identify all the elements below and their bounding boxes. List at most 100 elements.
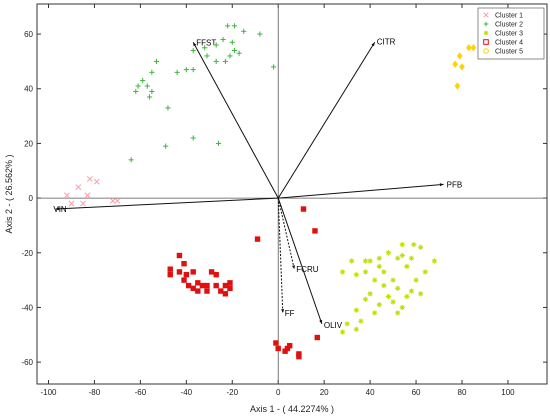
y-tick-label: -60 bbox=[21, 358, 33, 367]
point-cluster-4 bbox=[208, 269, 215, 275]
y-tick-label: 0 bbox=[29, 194, 34, 203]
y-axis-title: Axis 2 - ( 26.562% ) bbox=[4, 154, 14, 233]
y-axis-ticks: -60 -40 -20 0 20 40 60 bbox=[21, 30, 547, 367]
point-cluster-3 bbox=[362, 258, 369, 264]
x-tick-label: -80 bbox=[89, 388, 101, 397]
point-cluster-3 bbox=[385, 293, 392, 300]
legend-label-1: Cluster 1 bbox=[495, 13, 523, 20]
legend: Cluster 1 Cluster 2 Cluster 3 Cluster 4 Clus… bbox=[477, 7, 545, 60]
x-tick-label: -40 bbox=[181, 388, 193, 397]
point-cluster-5 bbox=[454, 82, 461, 90]
point-cluster-2 bbox=[144, 83, 150, 89]
variable-vectors: FFST CITR PFB VIN FCRU FF OLIV bbox=[53, 37, 462, 330]
legend-marker-1 bbox=[483, 12, 489, 18]
point-cluster-1 bbox=[114, 197, 121, 204]
y-tick-label: 40 bbox=[24, 85, 33, 94]
point-cluster-4 bbox=[222, 291, 229, 297]
point-cluster-3 bbox=[413, 277, 419, 283]
point-cluster-3 bbox=[339, 329, 346, 335]
point-cluster-3 bbox=[381, 282, 387, 289]
vector-arrowhead bbox=[281, 309, 285, 313]
point-cluster-3 bbox=[404, 263, 410, 270]
point-cluster-3 bbox=[385, 250, 392, 256]
point-cluster-2 bbox=[231, 47, 238, 54]
vector-arrowhead bbox=[439, 183, 444, 187]
point-cluster-1 bbox=[79, 200, 86, 207]
point-cluster-2 bbox=[222, 58, 228, 65]
point-cluster-2 bbox=[149, 88, 155, 95]
point-cluster-2 bbox=[165, 105, 171, 111]
point-cluster-4 bbox=[199, 282, 206, 289]
point-cluster-2 bbox=[202, 45, 208, 51]
point-cluster-4 bbox=[195, 288, 201, 294]
point-cluster-1 bbox=[84, 192, 91, 199]
point-cluster-4 bbox=[254, 236, 261, 242]
vector-oliv bbox=[277, 197, 323, 325]
point-cluster-3 bbox=[411, 241, 417, 248]
vector-arrowhead bbox=[319, 319, 323, 324]
legend-marker-3 bbox=[483, 30, 489, 36]
point-cluster-3 bbox=[418, 244, 424, 250]
point-cluster-3 bbox=[344, 321, 350, 327]
point-cluster-3 bbox=[381, 269, 387, 275]
point-cluster-4 bbox=[167, 271, 173, 278]
vector-label-fcru: FCRU bbox=[296, 265, 318, 274]
point-cluster-4 bbox=[176, 269, 183, 275]
point-cluster-3 bbox=[395, 285, 401, 291]
point-cluster-2 bbox=[225, 23, 231, 29]
point-cluster-3 bbox=[349, 258, 355, 264]
point-cluster-2 bbox=[215, 140, 222, 147]
point-cluster-4 bbox=[273, 340, 279, 346]
point-cluster-2 bbox=[146, 94, 153, 100]
point-cluster-3 bbox=[390, 299, 396, 305]
point-cluster-3 bbox=[362, 269, 369, 275]
legend-label-5: Cluster 5 bbox=[495, 49, 523, 56]
vector-label-pfb: PFB bbox=[447, 180, 463, 189]
vector-fcru bbox=[277, 197, 295, 270]
point-cluster-2 bbox=[220, 36, 226, 43]
y-tick-label: -20 bbox=[21, 249, 33, 258]
point-cluster-4 bbox=[222, 282, 229, 289]
point-cluster-2 bbox=[229, 39, 235, 45]
point-cluster-4 bbox=[183, 271, 190, 278]
legend-marker-4 bbox=[483, 39, 489, 45]
point-cluster-4 bbox=[181, 277, 187, 283]
x-tick-label: 20 bbox=[320, 388, 329, 397]
point-cluster-1 bbox=[75, 184, 82, 191]
point-cluster-3 bbox=[408, 255, 415, 261]
point-cluster-4 bbox=[300, 206, 307, 212]
point-cluster-3 bbox=[367, 258, 373, 264]
point-cluster-2 bbox=[190, 135, 196, 141]
point-cluster-5 bbox=[452, 60, 458, 68]
point-cluster-3 bbox=[408, 288, 415, 294]
point-cluster-4 bbox=[312, 228, 318, 234]
point-cluster-4 bbox=[181, 261, 187, 267]
vector-arrowhead bbox=[55, 207, 60, 211]
point-cluster-3 bbox=[399, 252, 405, 259]
point-cluster-3 bbox=[367, 291, 373, 297]
point-cluster-3 bbox=[362, 296, 369, 302]
point-cluster-3 bbox=[418, 291, 424, 297]
vector-label-ffst: FFST bbox=[196, 38, 216, 47]
point-cluster-4 bbox=[296, 353, 302, 360]
point-cluster-2 bbox=[135, 83, 141, 89]
point-cluster-2 bbox=[236, 50, 242, 56]
point-cluster-5 bbox=[459, 63, 465, 71]
x-tick-label: -100 bbox=[40, 388, 57, 397]
point-cluster-2 bbox=[128, 157, 134, 163]
point-cluster-1 bbox=[86, 176, 93, 182]
legend-marker-2 bbox=[483, 21, 489, 27]
point-cluster-4 bbox=[227, 280, 233, 286]
point-cluster-5 bbox=[466, 44, 472, 52]
point-cluster-4 bbox=[213, 271, 219, 278]
point-cluster-3 bbox=[422, 269, 428, 275]
vector-label-citr: CITR bbox=[377, 37, 396, 46]
point-cluster-4 bbox=[213, 282, 219, 289]
point-cluster-3 bbox=[376, 255, 382, 261]
point-cluster-2 bbox=[149, 69, 155, 75]
vector-pfb bbox=[278, 183, 444, 199]
point-cluster-4 bbox=[190, 285, 196, 292]
point-cluster-3 bbox=[399, 304, 405, 311]
point-cluster-2 bbox=[190, 47, 196, 54]
